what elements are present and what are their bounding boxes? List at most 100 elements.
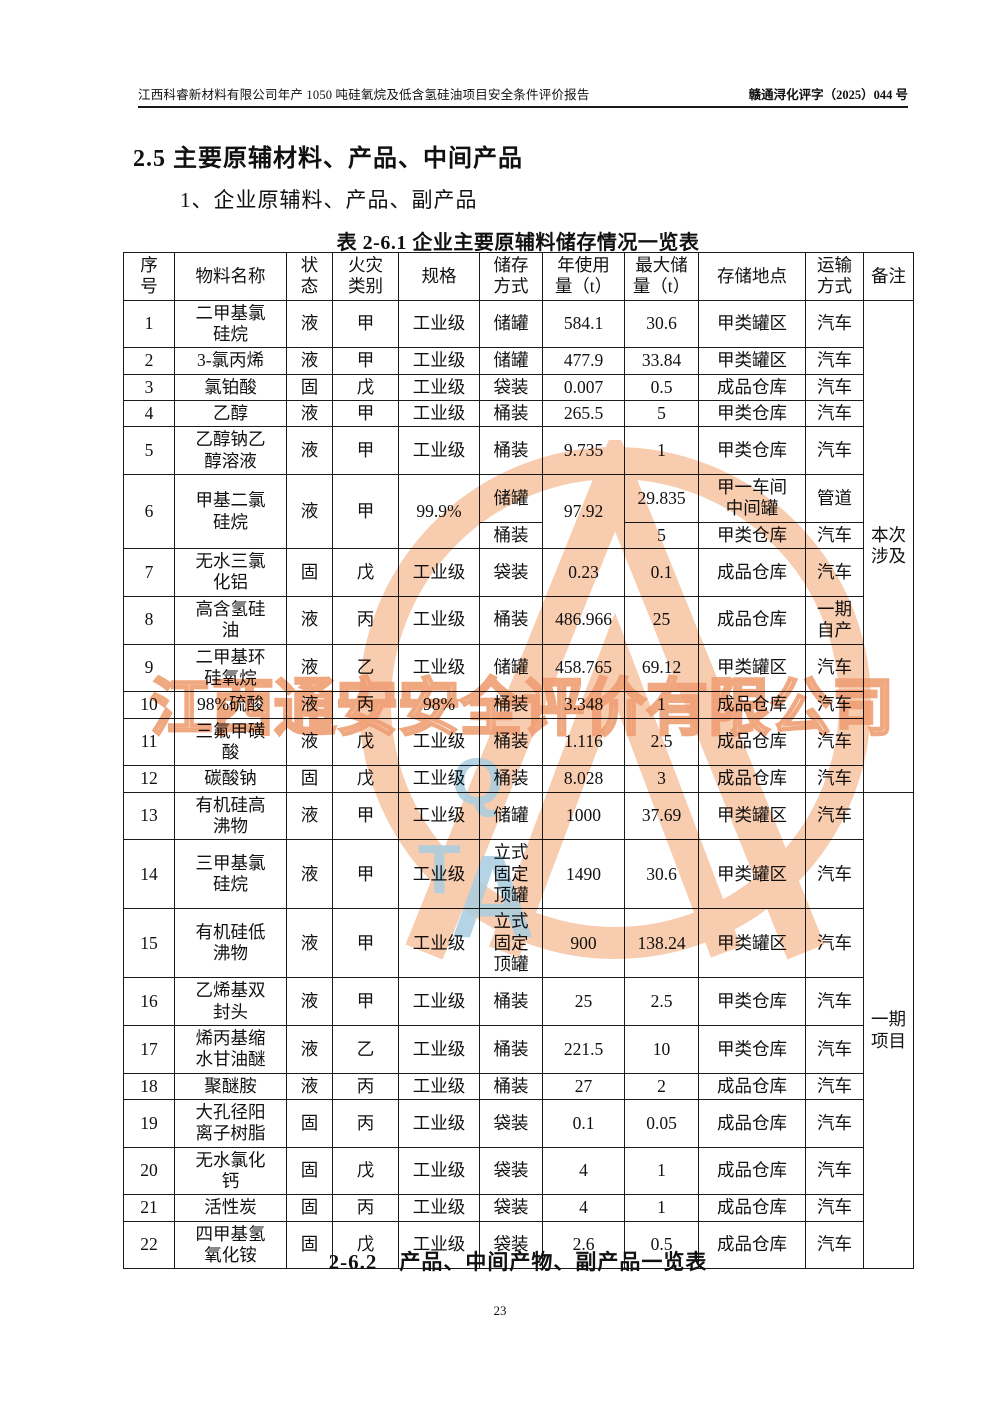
table-row: 11 三氟甲磺 酸液戊工业级 桶装 1.116 2.5 成品仓库 汽车	[123, 717, 914, 767]
table-cell: 储罐	[479, 299, 543, 349]
table-cell: 戊	[332, 765, 399, 793]
table-cell: 12	[123, 765, 175, 793]
table-cell: 甲	[332, 977, 399, 1026]
col-header-storage-method: 储存 方式	[479, 252, 543, 301]
table-cell: 16	[123, 977, 175, 1026]
col-header-material: 物料名称	[174, 252, 287, 301]
table-cell: 工业级	[398, 977, 480, 1026]
table-cell: 汽车	[805, 1146, 864, 1196]
table-cell: 管道	[805, 474, 864, 523]
table-cell: 液	[286, 977, 333, 1026]
table-cell: 工业级	[398, 1146, 480, 1196]
table-cell: 成品仓库	[698, 691, 806, 719]
table-cell: 0.23	[542, 548, 625, 597]
table-cell: 9	[123, 643, 175, 693]
table-cell: 戊	[332, 1220, 399, 1270]
table-cell: 无水三氯 化铝	[174, 548, 287, 597]
table-cell: 0.5	[624, 1220, 699, 1270]
table-cell: 工业级	[398, 1072, 480, 1101]
table-cell: 甲类仓库	[698, 1025, 806, 1074]
table-cell: 乙	[332, 643, 399, 693]
table-cell: 20	[123, 1146, 175, 1196]
table-cell: 7	[123, 548, 175, 597]
table-cell: 成品仓库	[698, 717, 806, 767]
col-header-state: 状 态	[286, 252, 333, 301]
table-cell: 桶装	[479, 717, 543, 767]
table-cell: 成品仓库	[698, 765, 806, 793]
table-cell: 液	[286, 717, 333, 767]
table-cell: 甲类罐区	[698, 791, 806, 841]
table-cell: 汽车	[805, 977, 864, 1026]
table-cell: 98%	[398, 691, 480, 719]
table-cell: 成品仓库	[698, 595, 806, 645]
table-row: 5 乙醇钠乙 醇溶液液甲工业级 桶装 9.735 1 甲类仓库 汽车	[123, 426, 914, 476]
materials-table-wrapper: 序 号 物料名称 状 态 火灾 类别 规格 储存 方式 年使用 量（t） 最大储…	[123, 252, 914, 1270]
table-cell: 固	[286, 1099, 333, 1148]
table-cell: 汽车	[805, 691, 864, 719]
table-cell: 13	[123, 791, 175, 841]
table-row: 18 聚醚胺液丙工业级 桶装 27 2 成品仓库 汽车	[123, 1072, 914, 1101]
table-cell: 成品仓库	[698, 1194, 806, 1222]
table-row: 15 有机硅低 沸物液甲工业级 立式 固定 顶罐 900 138.24 甲类罐区 汽车	[123, 908, 914, 979]
table-cell: 3	[624, 765, 699, 793]
table-cell: 99.9%	[398, 474, 480, 550]
table-cell: 11	[123, 717, 175, 767]
table-cell: 液	[286, 1025, 333, 1074]
table-cell: 8	[123, 595, 175, 645]
table-cell: 97.92	[542, 474, 625, 550]
table-cell: 25	[624, 595, 699, 645]
table-cell: 二甲基环 硅氧烷	[174, 643, 287, 693]
table-cell: 袋装	[479, 1220, 543, 1270]
table-cell: 2.5	[624, 977, 699, 1026]
table-cell: 乙醇钠乙 醇溶液	[174, 426, 287, 476]
table-cell: 甲	[332, 299, 399, 349]
table-cell: 固	[286, 548, 333, 597]
table-cell: 0.1	[624, 548, 699, 597]
table-row: 3 氯铂酸固戊工业级 袋装 0.007 0.5 成品仓库 汽车	[123, 373, 914, 402]
table-row: 2 3-氯丙烯液甲工业级 储罐 477.9 33.84 甲类罐区 汽车	[123, 347, 914, 375]
table-cell: 138.24	[624, 908, 699, 979]
table-cell: 17	[123, 1025, 175, 1074]
subsection-title: 1、企业原辅料、产品、副产品	[180, 188, 478, 212]
table-cell: 甲基二氯 硅烷	[174, 474, 287, 550]
table-cell: 桶装	[479, 595, 543, 645]
table-cell: 甲类罐区	[698, 908, 806, 979]
table-cell: 5	[624, 400, 699, 428]
table-cell: 丙	[332, 691, 399, 719]
table-cell: 液	[286, 595, 333, 645]
table-cell: 甲一车间 中间罐	[698, 474, 806, 523]
table-cell: 工业级	[398, 643, 480, 693]
table-cell: 成品仓库	[698, 373, 806, 402]
table-cell: 立式 固定 顶罐	[479, 908, 543, 979]
table-cell: 5	[624, 521, 699, 550]
table-cell: 液	[286, 839, 333, 910]
table-cell: 30.6	[624, 299, 699, 349]
table-cell: 储罐	[479, 791, 543, 841]
table-cell: 甲类罐区	[698, 299, 806, 349]
table-cell: 丙	[332, 1194, 399, 1222]
table-row: 17 烯丙基缩 水甘油醚液乙工业级 桶装 221.5 10 甲类仓库 汽车	[123, 1025, 914, 1074]
table-cell: 甲	[332, 791, 399, 841]
table-cell: 工业级	[398, 1099, 480, 1148]
table-cell: 汽车	[805, 1099, 864, 1148]
table-cell: 一期 自产	[805, 595, 864, 645]
table-cell: 固	[286, 1146, 333, 1196]
table-cell: 900	[542, 908, 625, 979]
table-cell: 工业级	[398, 373, 480, 402]
table-cell: 1	[624, 1146, 699, 1196]
table-cell: 1	[624, 691, 699, 719]
table-cell: 储罐	[479, 643, 543, 693]
table-cell: 四甲基氢 氧化铵	[174, 1220, 287, 1270]
table-cell: 桶装	[479, 426, 543, 476]
col-header-annual-usage: 年使用 量（t）	[542, 252, 625, 301]
table-cell: 21	[123, 1194, 175, 1222]
table-cell: 无水氯化 钙	[174, 1146, 287, 1196]
table-cell: 甲类罐区	[698, 347, 806, 375]
table-cell: 甲	[332, 474, 399, 550]
table-cell: 三甲基氯 硅烷	[174, 839, 287, 910]
table-cell: 4	[123, 400, 175, 428]
table-cell: 8.028	[542, 765, 625, 793]
table-cell: 成品仓库	[698, 1146, 806, 1196]
table-cell: 工业级	[398, 1220, 480, 1270]
table-title: 表 2-6.1 企业主要原辅料储存情况一览表	[336, 232, 700, 254]
